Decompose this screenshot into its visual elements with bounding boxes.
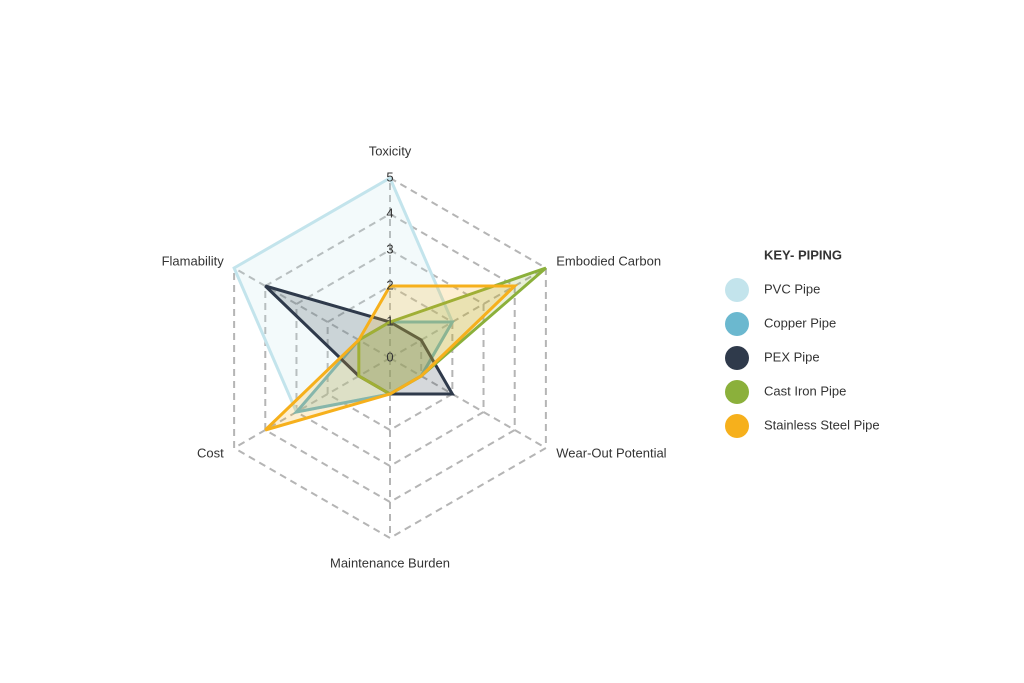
category-label: Flamability [162,253,225,268]
r-tick-label: 2 [386,277,393,292]
r-tick-label: 1 [386,313,393,328]
category-label: Embodied Carbon [556,253,661,268]
legend-marker [725,380,749,404]
spoke [233,357,391,449]
category-label: Toxicity [369,143,412,158]
legend-label: Cast Iron Pipe [764,383,846,398]
category-label: Wear-Out Potential [556,445,666,460]
r-tick-label: 5 [386,169,393,184]
legend-marker [725,312,749,336]
series-area [264,284,519,432]
r-tick-label: 4 [386,205,393,220]
r-tick-label: 3 [386,241,393,256]
legend-marker [725,278,749,302]
spoke [233,267,391,359]
legend-marker [725,414,749,438]
spoke [389,357,547,449]
spoke [389,267,547,359]
category-label: Maintenance Burden [330,555,450,570]
legend-title: KEY- PIPING [764,247,842,262]
legend-label: Copper Pipe [764,315,836,330]
r-tick-label: 0 [386,349,393,364]
legend-label: Stainless Steel Pipe [764,417,880,432]
legend-label: PVC Pipe [764,281,820,296]
legend-marker [725,346,749,370]
category-label: Cost [197,445,224,460]
legend-label: PEX Pipe [764,349,820,364]
